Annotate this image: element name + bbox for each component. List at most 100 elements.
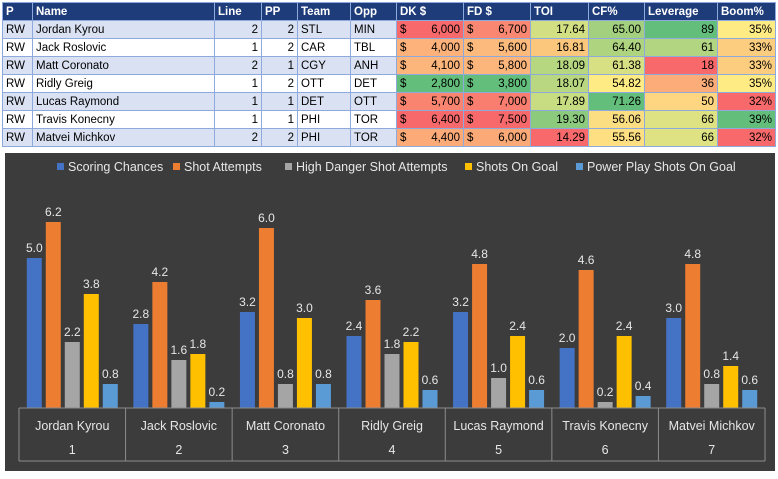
table-row[interactable]: RW Lucas Raymond 1 1 DET OTT $5,700 $7,000 17.89…: [2, 92, 776, 111]
cell-name: Jack Roslovic: [32, 38, 215, 57]
table-row[interactable]: RW Ridly Greig 1 2 OTT DET $2,800 $3,800 18.07 54…: [2, 74, 776, 93]
cell-toi: 16.81: [530, 38, 589, 57]
legend-label: Scoring Chances: [68, 160, 163, 174]
legend-swatch: [576, 163, 583, 170]
cell-pp: 2: [261, 38, 298, 57]
header-dk-salary[interactable]: DK $: [396, 2, 464, 21]
cell-toi: 17.89: [530, 92, 589, 111]
header-toi[interactable]: TOI: [530, 2, 589, 21]
data-label: 1.4: [722, 349, 739, 363]
currency-symbol: $: [467, 77, 474, 90]
cell-fd: $6,700: [463, 20, 531, 39]
cell-dk: $2,800: [396, 74, 464, 93]
data-label: 0.2: [597, 385, 614, 399]
cell-line: 1: [214, 110, 262, 129]
cell-team: CGY: [297, 56, 351, 75]
category-number: 3: [282, 443, 289, 457]
data-label: 0.8: [703, 367, 720, 381]
cell-team: CAR: [297, 38, 351, 57]
legend-swatch: [465, 163, 472, 170]
bar: [666, 318, 682, 408]
table-row[interactable]: RW Matt Coronato 2 1 CGY ANH $4,100 $5,800 18.09…: [2, 56, 776, 75]
bar: [422, 390, 438, 408]
bar: [26, 258, 42, 408]
cell-toi: 18.07: [530, 74, 589, 93]
header-opp[interactable]: Opp: [350, 2, 397, 21]
cell-boom: 39%: [717, 110, 776, 129]
header-cf-pct[interactable]: CF%: [588, 2, 645, 21]
cell-opp: OTT: [350, 92, 397, 111]
cell-pp: 2: [261, 128, 298, 147]
cell-boom: 35%: [717, 74, 776, 93]
cell-leverage: 66: [644, 110, 718, 129]
salary-amount: 3,800: [498, 77, 527, 90]
salary-amount: 5,700: [431, 95, 460, 108]
data-label: 3.2: [239, 295, 256, 309]
header-position[interactable]: P: [2, 2, 33, 21]
cell-p: RW: [2, 74, 33, 93]
data-label: 1.8: [384, 337, 401, 351]
cell-name: Ridly Greig: [32, 74, 215, 93]
salary-amount: 4,000: [431, 41, 460, 54]
cell-name: Matvei Michkov: [32, 128, 215, 147]
cell-pp: 2: [261, 20, 298, 39]
category-number: 2: [175, 443, 182, 457]
cell-p: RW: [2, 92, 33, 111]
salary-amount: 6,700: [498, 23, 527, 36]
bar: [83, 294, 99, 408]
category-label: Matvei Michkov: [669, 419, 756, 433]
bar: [190, 354, 206, 408]
data-label: 1.8: [190, 337, 207, 351]
currency-symbol: $: [400, 95, 407, 108]
header-line[interactable]: Line: [214, 2, 262, 21]
data-label: 2.2: [64, 325, 81, 339]
header-leverage[interactable]: Leverage: [644, 2, 718, 21]
legend-swatch: [173, 163, 180, 170]
header-name[interactable]: Name: [32, 2, 215, 21]
data-label: 6.0: [258, 211, 275, 225]
cell-fd: $7,500: [463, 110, 531, 129]
cell-cf: 61.38: [588, 56, 645, 75]
salary-amount: 5,800: [498, 59, 527, 72]
salary-amount: 7,000: [498, 95, 527, 108]
header-boom-pct[interactable]: Boom%: [717, 2, 776, 21]
header-fd-salary[interactable]: FD $: [463, 2, 531, 21]
table-row[interactable]: RW Jordan Kyrou 2 2 STL MIN $6,000 $6,700 17.64 6…: [2, 20, 776, 39]
cell-dk: $4,100: [396, 56, 464, 75]
cell-boom: 33%: [717, 38, 776, 57]
currency-symbol: $: [400, 77, 407, 90]
currency-symbol: $: [400, 41, 407, 54]
salary-amount: 6,000: [498, 131, 527, 144]
table-row[interactable]: RW Matvei Michkov 2 2 PHI TOR $4,400 $6,000 14.2…: [2, 128, 776, 147]
cell-line: 1: [214, 74, 262, 93]
cell-fd: $5,800: [463, 56, 531, 75]
cell-leverage: 66: [644, 128, 718, 147]
cell-opp: TOR: [350, 110, 397, 129]
bar: [704, 384, 720, 408]
table-row[interactable]: RW Jack Roslovic 1 2 CAR TBL $4,000 $5,600 16.81…: [2, 38, 776, 57]
bar: [723, 366, 739, 408]
bar: [133, 324, 149, 408]
cell-team: PHI: [297, 110, 351, 129]
currency-symbol: $: [467, 23, 474, 36]
category-label: Jordan Kyrou: [35, 419, 109, 433]
cell-dk: $6,000: [396, 20, 464, 39]
header-team[interactable]: Team: [297, 2, 351, 21]
data-label: 5.0: [26, 241, 43, 255]
currency-symbol: $: [400, 59, 407, 72]
header-pp[interactable]: PP: [261, 2, 298, 21]
bar: [403, 342, 419, 408]
data-label: 0.4: [635, 379, 652, 393]
category-number: 7: [708, 443, 715, 457]
category-label: Ridly Greig: [361, 419, 423, 433]
cell-cf: 64.40: [588, 38, 645, 57]
bar: [742, 390, 758, 408]
table-row[interactable]: RW Travis Konecny 1 1 PHI TOR $6,400 $7,500 19.3…: [2, 110, 776, 129]
bar: [635, 396, 651, 408]
cell-name: Jordan Kyrou: [32, 20, 215, 39]
cell-opp: DET: [350, 74, 397, 93]
cell-cf: 56.06: [588, 110, 645, 129]
cell-pp: 1: [261, 56, 298, 75]
bar: [277, 384, 293, 408]
currency-symbol: $: [467, 59, 474, 72]
